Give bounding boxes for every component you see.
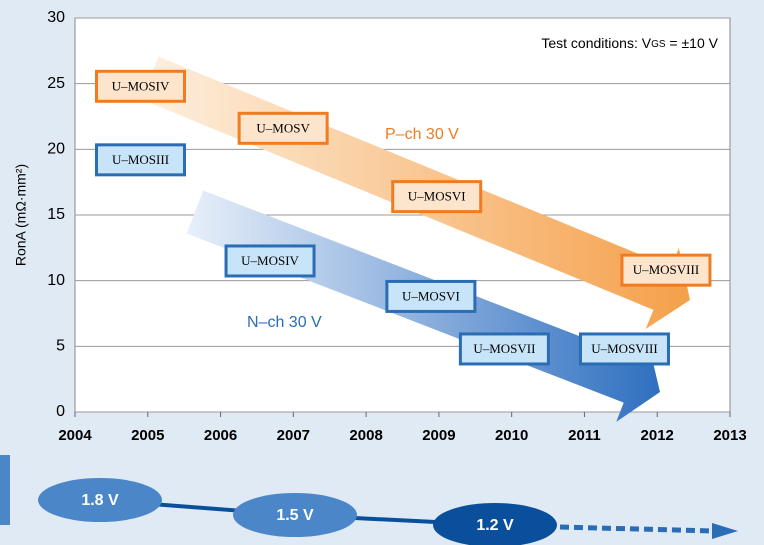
generation-label: U–MOSVIII [633, 262, 699, 277]
y-axis-label: RonA (mΩ·mm²) [13, 164, 29, 266]
generation-label: U–MOSIV [241, 253, 299, 268]
generation-box [458, 332, 550, 366]
generation-label: U–MOSVI [408, 189, 466, 204]
roadmap-arrowhead [712, 523, 738, 539]
y-tick-label: 30 [47, 9, 65, 26]
x-tick-label: 2011 [568, 427, 601, 444]
x-tick-label: 2012 [641, 427, 674, 444]
y-tick-label: 20 [47, 141, 65, 158]
generation-label: U–MOSV [256, 120, 310, 135]
voltage-label: 1.2 V [476, 517, 514, 534]
y-tick-label: 0 [56, 403, 65, 420]
generation-label: U–MOSVIII [591, 341, 657, 356]
generation-box [620, 253, 712, 287]
generation-label: U–MOSIV [112, 78, 170, 93]
note-sub: GS [651, 39, 666, 50]
y-tick-label: 15 [47, 206, 65, 223]
generation-box [385, 279, 477, 313]
generation-box [391, 180, 483, 214]
y-tick-label: 25 [47, 75, 65, 92]
series-label: N–ch 30 V [247, 314, 322, 331]
voltage-ellipse [233, 493, 357, 537]
voltage-ellipse [433, 503, 557, 545]
x-tick-label: 2010 [495, 427, 528, 444]
note-text: Test conditions: V [541, 35, 651, 51]
series-label: P–ch 30 V [385, 126, 459, 143]
x-tick-label: 2006 [204, 427, 237, 444]
roadmap-dash [559, 524, 716, 534]
generation-label: U–MOSVII [473, 341, 535, 356]
voltage-label: 1.8 V [81, 492, 119, 509]
note: Test conditions: VGS = ±10 V [541, 35, 718, 51]
x-tick-label: 2008 [349, 427, 382, 444]
x-tick-label: 2005 [131, 427, 164, 444]
y-tick-label: 10 [47, 272, 65, 289]
generation-box [237, 111, 329, 145]
generation-label: U–MOSVI [402, 288, 460, 303]
x-tick-label: 2007 [277, 427, 310, 444]
x-tick-label: 2004 [58, 427, 92, 444]
side-tab [0, 455, 10, 525]
generation-box [95, 69, 186, 103]
generation-box [578, 332, 670, 366]
note-text: = ±10 V [666, 35, 719, 51]
x-tick-label: 2009 [422, 427, 455, 444]
generation-box [95, 143, 186, 177]
y-tick-label: 5 [56, 338, 65, 355]
generation-box [224, 244, 316, 278]
x-tick-label: 2013 [713, 427, 746, 444]
voltage-label: 1.5 V [276, 507, 314, 524]
generation-label: U–MOSIII [112, 152, 169, 167]
voltage-ellipse [38, 478, 162, 522]
